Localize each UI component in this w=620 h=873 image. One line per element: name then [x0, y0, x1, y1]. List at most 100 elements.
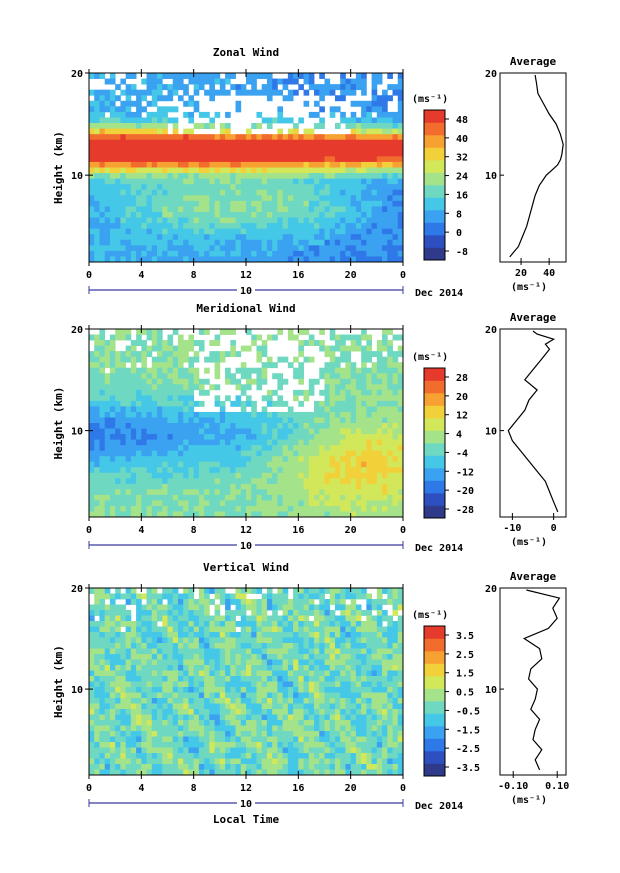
heatmap-cell — [109, 223, 116, 230]
heatmap-cell — [209, 643, 215, 649]
heatmap-cell — [193, 615, 200, 622]
heatmap-cell — [350, 406, 357, 413]
heatmap-cell — [141, 395, 147, 402]
colorbar-label: -4 — [456, 448, 468, 459]
heatmap-cell — [188, 747, 195, 754]
heatmap-cell — [287, 89, 294, 96]
heatmap-cell — [272, 156, 278, 163]
heatmap-cell — [246, 89, 252, 96]
heatmap-cell — [104, 632, 111, 638]
heatmap-cell — [104, 345, 111, 352]
heatmap-cell — [219, 676, 226, 682]
heatmap-cell — [272, 217, 278, 224]
heatmap-cell — [251, 250, 257, 257]
heatmap-cell — [99, 211, 106, 218]
heatmap-cell — [193, 478, 200, 485]
heatmap-cell — [376, 211, 383, 218]
heatmap-cell — [136, 714, 142, 721]
heatmap-cell — [177, 692, 184, 699]
heatmap-cell — [157, 428, 163, 435]
heatmap-cell — [136, 698, 142, 704]
heatmap-cell — [225, 195, 231, 202]
heatmap-cell — [261, 659, 268, 666]
heatmap-cell — [99, 156, 106, 163]
heatmap-cell — [397, 195, 404, 202]
heatmap-cell — [99, 345, 106, 352]
heatmap-cell — [130, 665, 137, 671]
heatmap-cell — [251, 621, 257, 627]
heatmap-cell — [136, 731, 142, 737]
heatmap-cell — [387, 134, 393, 141]
heatmap-cell — [361, 411, 367, 418]
heatmap-cell — [89, 245, 95, 252]
heatmap-cell — [94, 139, 100, 146]
heatmap-cell — [350, 511, 357, 518]
heatmap-cell — [266, 400, 273, 407]
heatmap-cell — [340, 156, 346, 163]
heatmap-cell — [382, 467, 388, 474]
heatmap-cell — [387, 239, 393, 246]
heatmap-cell — [204, 681, 210, 688]
heatmap-cell — [303, 211, 310, 218]
heatmap-cell — [293, 128, 299, 135]
heatmap-cell — [361, 367, 367, 374]
heatmap-cell — [172, 753, 179, 759]
heatmap-cell — [198, 139, 205, 146]
heatmap-cell — [94, 211, 100, 218]
heatmap-cell — [146, 659, 153, 666]
heatmap-cell — [172, 758, 179, 765]
heatmap-cell — [177, 234, 184, 241]
heatmap-cell — [99, 736, 106, 743]
heatmap-cell — [183, 184, 189, 191]
heatmap-cell — [125, 670, 132, 677]
heatmap-cell — [141, 648, 147, 655]
heatmap-cell — [397, 139, 404, 146]
heatmap-cell — [157, 439, 163, 446]
heatmap-cell — [188, 367, 195, 374]
heatmap-cell — [314, 489, 320, 496]
heatmap-cell — [209, 720, 215, 726]
heatmap-cell — [251, 676, 257, 682]
heatmap-cell — [298, 423, 304, 429]
heatmap-cell — [204, 456, 210, 463]
heatmap-cell — [376, 134, 383, 141]
heatmap-cell — [104, 395, 111, 402]
heatmap-cell — [371, 161, 378, 168]
heatmap-cell — [99, 648, 106, 655]
heatmap-cell — [350, 173, 357, 180]
heatmap-cell — [303, 195, 310, 202]
heatmap-cell — [261, 206, 268, 213]
heatmap-cell — [146, 195, 153, 202]
heatmap-cell — [177, 467, 184, 474]
heatmap-cell — [298, 417, 304, 424]
heatmap-cell — [387, 367, 393, 374]
heatmap-cell — [345, 178, 352, 185]
heatmap-cell — [198, 417, 205, 424]
heatmap-cell — [251, 511, 257, 518]
heatmap-cell — [167, 73, 174, 79]
heatmap-cell — [261, 373, 268, 380]
heatmap-cell — [298, 428, 304, 435]
heatmap-cell — [162, 245, 168, 252]
heatmap-cell — [376, 395, 383, 402]
profile-title: Average — [510, 311, 557, 324]
date-label: 10 — [240, 286, 252, 297]
heatmap-cell — [340, 456, 346, 463]
heatmap-cell — [193, 400, 200, 407]
colorbar-frame — [423, 109, 446, 261]
heatmap-cell — [314, 134, 320, 141]
heatmap-cell — [151, 178, 158, 185]
heatmap-cell — [298, 351, 304, 358]
heatmap-cell — [115, 494, 121, 501]
profile-line — [507, 330, 559, 513]
heatmap-cell — [225, 637, 231, 644]
heatmap-cell — [266, 709, 273, 715]
heatmap-cell — [230, 670, 236, 677]
heatmap-cell — [157, 351, 163, 358]
heatmap-cell — [256, 698, 263, 704]
heatmap-cell — [314, 400, 320, 407]
heatmap-cell — [209, 714, 215, 721]
heatmap-cell — [225, 145, 231, 152]
heatmap-cell — [246, 367, 252, 374]
heatmap-cell — [334, 161, 341, 168]
